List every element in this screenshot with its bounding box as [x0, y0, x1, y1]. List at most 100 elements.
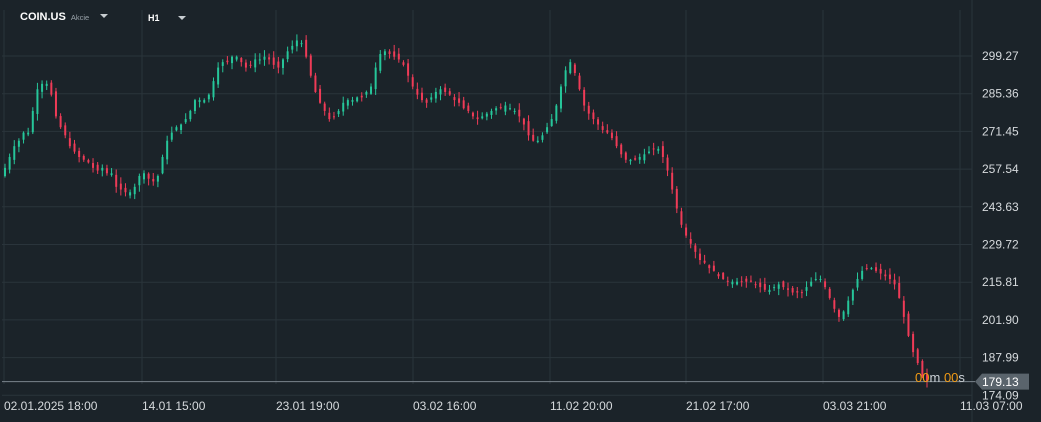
- candle: [661, 141, 664, 163]
- candle-body: [286, 51, 289, 60]
- candle: [258, 53, 261, 65]
- candle: [453, 94, 456, 107]
- price-tick-label: 285.36: [982, 87, 1019, 101]
- price-tick-label: 257.54: [982, 162, 1019, 176]
- candle: [708, 264, 711, 274]
- candle: [420, 87, 423, 103]
- candle-body: [393, 51, 396, 57]
- chevron-down-icon: [177, 16, 186, 20]
- candle: [129, 189, 132, 199]
- candle-body: [842, 311, 845, 320]
- candle-body: [383, 51, 386, 56]
- candle-body: [592, 112, 595, 120]
- candle-body: [559, 86, 562, 109]
- candle-body: [499, 107, 502, 109]
- candle: [226, 56, 229, 65]
- candle-body: [309, 55, 312, 76]
- candle: [819, 275, 822, 283]
- candle-body: [119, 183, 122, 190]
- candle: [59, 113, 62, 129]
- candle: [898, 276, 901, 299]
- candle-body: [518, 109, 521, 117]
- candle: [703, 254, 706, 265]
- candle-body: [17, 140, 20, 147]
- candle: [365, 90, 368, 98]
- candle: [305, 35, 308, 59]
- last-price-marker: 179.13: [2, 373, 1029, 390]
- candle-body: [578, 75, 581, 90]
- candle: [597, 116, 600, 130]
- candle: [722, 271, 725, 280]
- candle: [768, 284, 771, 295]
- candle-body: [231, 56, 234, 64]
- candle: [471, 111, 474, 120]
- candle: [370, 83, 373, 95]
- candle-body: [281, 59, 284, 68]
- countdown-seconds-unit: s: [958, 370, 965, 385]
- candle: [805, 281, 808, 297]
- candle: [541, 132, 544, 143]
- candle: [281, 58, 284, 75]
- candle: [291, 40, 294, 54]
- candle: [559, 84, 562, 113]
- candle: [615, 131, 618, 149]
- candle: [31, 107, 34, 135]
- candle: [64, 122, 67, 139]
- candle-body: [78, 150, 81, 158]
- candle: [393, 44, 396, 60]
- candle-body: [759, 282, 762, 288]
- candle-body: [193, 100, 196, 112]
- candle-body: [661, 146, 664, 158]
- candle: [133, 183, 136, 200]
- candle: [550, 114, 553, 127]
- candle: [323, 101, 326, 116]
- candle-body: [606, 130, 609, 133]
- candle-body: [305, 39, 308, 57]
- candle: [504, 101, 507, 116]
- candle-body: [444, 87, 447, 92]
- candle: [268, 53, 271, 65]
- candle: [912, 331, 915, 357]
- candle-body: [13, 146, 16, 160]
- candle-body: [680, 211, 683, 225]
- candle-body: [893, 279, 896, 285]
- candle: [610, 129, 613, 141]
- candle-body: [8, 157, 11, 170]
- candle-body: [96, 164, 99, 171]
- candle: [847, 296, 850, 318]
- time-tick-label: 14.01 15:00: [142, 399, 206, 413]
- candle: [198, 97, 201, 108]
- candle: [207, 93, 210, 103]
- candle: [601, 121, 604, 134]
- candle-body: [541, 135, 544, 140]
- candle-body: [763, 283, 766, 290]
- candle-body: [485, 113, 488, 117]
- last-price-label: 179.13: [982, 375, 1019, 389]
- candle-body: [648, 151, 651, 153]
- candle-body: [434, 91, 437, 99]
- candle: [240, 57, 243, 67]
- candle-body: [41, 83, 44, 92]
- candle: [161, 154, 164, 175]
- symbol-selector[interactable]: COIN.US Akcie: [20, 11, 109, 23]
- candle: [235, 55, 238, 62]
- candle-body: [814, 278, 817, 280]
- price-tick-label: 187.99: [982, 351, 1019, 365]
- candle-body: [824, 281, 827, 288]
- candle: [481, 112, 484, 120]
- candle-body: [819, 278, 822, 280]
- candle-body: [105, 168, 108, 174]
- candle: [736, 277, 739, 286]
- candle-body: [564, 70, 567, 87]
- candle: [351, 96, 354, 106]
- candle: [796, 287, 799, 299]
- time-tick-label: 02.01.2025 18:00: [4, 399, 98, 413]
- timeframe-selector[interactable]: H1: [148, 13, 186, 23]
- candle-body: [189, 110, 192, 120]
- candle: [879, 263, 882, 280]
- candle-body: [638, 157, 641, 160]
- candle: [587, 101, 590, 120]
- last-price-box: [975, 373, 1029, 390]
- chevron-down-icon: [100, 14, 109, 18]
